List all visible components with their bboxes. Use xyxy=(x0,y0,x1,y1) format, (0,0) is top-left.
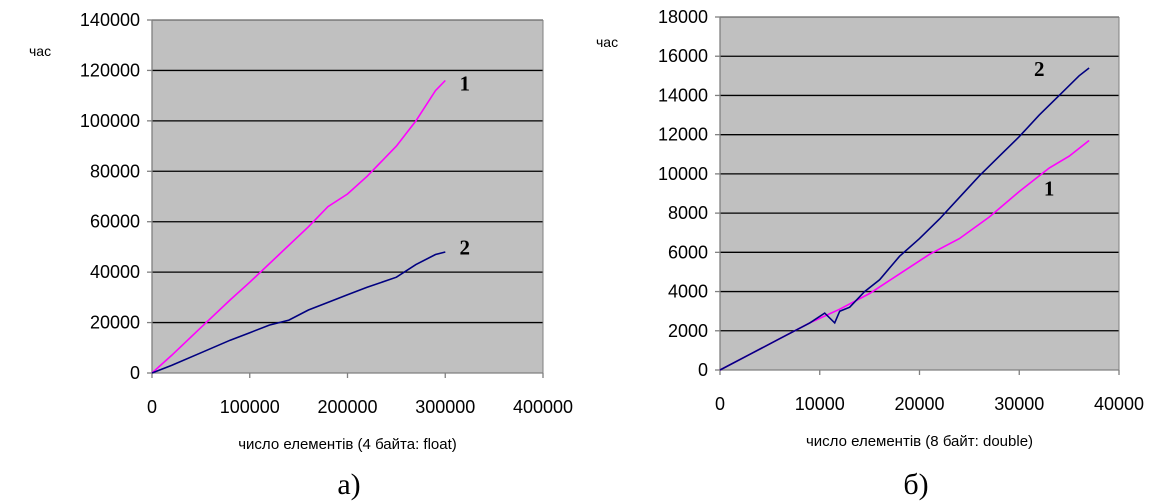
chart-1-y-tick-label: 20000 xyxy=(90,313,140,333)
chart-2-series-label: 2 xyxy=(1034,57,1045,81)
chart-1-series-2-line xyxy=(151,251,446,374)
chart-2-y-tick-label: 4000 xyxy=(668,282,708,302)
chart-2-y-tick-label: 8000 xyxy=(668,203,708,223)
chart-2-y-tick-label: 2000 xyxy=(668,321,708,341)
chart-1-y-tick-label: 40000 xyxy=(90,262,140,282)
chart-2-y-axis-title: час xyxy=(596,34,618,50)
chart-2-series-2-line xyxy=(719,67,1090,371)
chart-2-y-tick-label: 10000 xyxy=(658,164,708,184)
chart-1-x-tick-label: 0 xyxy=(147,397,157,417)
chart-1-x-axis-title: число елементів (4 байта: float) xyxy=(238,436,457,453)
chart-1-y-tick-label: 80000 xyxy=(90,161,140,181)
chart-2-y-tick-label: 18000 xyxy=(658,7,708,27)
chart-1-series-label: 1 xyxy=(460,72,471,96)
chart-1-y-axis-title: час xyxy=(29,43,51,59)
chart-2-x-tick-label: 10000 xyxy=(795,394,845,414)
chart-1-series-1-line xyxy=(151,79,446,374)
chart-1-y-tick-label: 140000 xyxy=(80,10,140,30)
chart-2-y-tick-label: 6000 xyxy=(668,242,708,262)
chart-2-x-axis-title: число елементів (8 байт: double) xyxy=(806,433,1033,450)
chart-1-series-label: 2 xyxy=(460,235,471,259)
chart-2-x-tick-label: 0 xyxy=(715,394,725,414)
chart-1-caption: а) xyxy=(337,468,360,501)
chart-1-y-tick-label: 60000 xyxy=(90,212,140,232)
chart-1-x-tick-label: 200000 xyxy=(317,397,377,417)
chart-2-x-tick-label: 20000 xyxy=(894,394,944,414)
chart-2-series-label: 1 xyxy=(1044,176,1055,200)
chart-2-x-tick-label: 40000 xyxy=(1094,394,1144,414)
chart-1-x-tick-label: 100000 xyxy=(220,397,280,417)
chart-2-caption: б) xyxy=(903,468,928,501)
chart-2-y-tick-label: 14000 xyxy=(658,85,708,105)
chart-1-y-tick-label: 0 xyxy=(130,363,140,383)
chart-1-y-tick-label: 100000 xyxy=(80,111,140,131)
chart-1-y-tick-label: 120000 xyxy=(80,60,140,80)
chart-2-x-tick-label: 30000 xyxy=(994,394,1044,414)
chart-2-plot-area xyxy=(720,17,1119,370)
chart-1-plot-area xyxy=(152,20,543,373)
chart-2-y-tick-label: 0 xyxy=(698,360,708,380)
chart-2-y-tick-label: 12000 xyxy=(658,125,708,145)
chart-2-y-tick-label: 16000 xyxy=(658,46,708,66)
chart-1-x-tick-label: 400000 xyxy=(513,397,573,417)
chart-1-x-tick-label: 300000 xyxy=(415,397,475,417)
